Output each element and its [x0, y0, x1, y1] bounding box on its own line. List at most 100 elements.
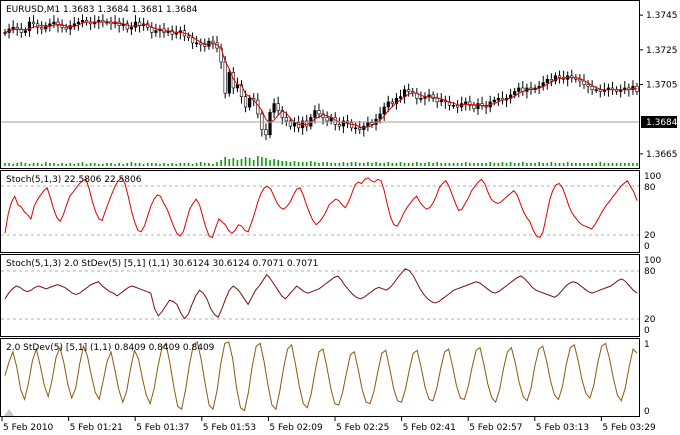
price-tick-label: 1.3745: [646, 11, 678, 21]
candle-body: [354, 127, 358, 130]
candle-body: [590, 85, 594, 91]
candle-body: [223, 61, 227, 94]
candle-body: [105, 21, 109, 24]
candle-body: [496, 98, 500, 101]
time-tick-label: 5 Feb 02:41: [403, 423, 456, 433]
candle-body: [313, 110, 317, 118]
time-tick-label: 5 Feb 02:09: [269, 423, 323, 433]
candle-body: [292, 122, 297, 127]
candle-body: [382, 106, 386, 115]
current-price-label-bg: [641, 116, 677, 128]
stoch2-axis-20: 20: [644, 315, 656, 325]
stdev-line: [4, 341, 638, 412]
candle-body: [72, 23, 76, 26]
candle-body: [386, 101, 390, 108]
time-tick-label: 5 Feb 03:13: [536, 423, 589, 433]
candle-body: [239, 84, 244, 97]
candle-body: [23, 30, 27, 33]
candle-body: [557, 75, 562, 78]
time-tick-label: 5 Feb 2010: [3, 423, 54, 433]
stdev-title: 2.0 StDev(5) [5,1] (1,1) 0.8409 0.8409 0…: [6, 343, 215, 353]
candle-body: [366, 122, 370, 127]
time-tick-label: 5 Feb 03:29: [602, 423, 656, 433]
candle-body: [358, 127, 362, 130]
candle-body: [455, 105, 460, 108]
candle-body: [272, 103, 276, 113]
candle-body: [476, 103, 480, 110]
candle-body: [48, 23, 52, 26]
time-tick-label: 5 Feb 01:53: [203, 423, 256, 433]
candle-body: [52, 21, 56, 25]
candle-body: [378, 113, 382, 120]
stoch-axis-80: 80: [644, 183, 656, 193]
stoch2-axis-100: 100: [644, 256, 661, 266]
volume-bars: [4, 156, 638, 166]
candle-body: [203, 44, 207, 47]
price-tick-label: 1.3725: [646, 46, 678, 56]
price-axis: 1.3745 1.3725 1.3705 1.3665: [639, 11, 678, 160]
main-pane[interactable]: [0, 0, 640, 169]
candle-body: [545, 78, 549, 84]
candle-body: [407, 89, 411, 92]
candle-body: [419, 98, 423, 100]
candle-body: [256, 99, 260, 115]
price-tick-label: 1.3665: [646, 150, 678, 160]
candle-body: [578, 78, 582, 82]
main-title: EURUSD,M1 1.3683 1.3684 1.3681 1.3684: [6, 5, 198, 15]
time-tick-label: 5 Feb 01:21: [70, 423, 123, 433]
stdev-axis-1: 1: [644, 340, 650, 350]
candle-body: [464, 101, 468, 104]
candle-body: [40, 26, 44, 30]
time-axis: 5 Feb 2010 5 Feb 01:21 5 Feb 01:37 5 Feb 01…: [1, 417, 656, 433]
candle-body: [337, 124, 341, 127]
candle-body: [27, 21, 32, 32]
candle-body: [76, 21, 80, 25]
candle-body: [64, 26, 68, 30]
candle-body: [349, 122, 354, 129]
stdev-axis-0: 0: [644, 407, 650, 417]
stoch2-axis-0: 0: [644, 326, 650, 336]
candle-body: [170, 30, 174, 35]
candle-body: [276, 103, 280, 111]
stoch-title: Stoch(5,1,3) 22.5806 22.5806: [6, 175, 142, 185]
candle-body: [211, 40, 215, 44]
stoch-axis-100: 100: [644, 172, 661, 182]
candle-body: [137, 21, 142, 26]
candle-body: [341, 120, 346, 127]
candle-body: [325, 117, 329, 122]
stoch2-axis-80: 80: [644, 267, 656, 277]
candle-body: [190, 37, 195, 44]
price-tick-label: 1.3705: [646, 81, 678, 91]
stoch-stdev-line: [4, 268, 638, 320]
candle-body: [492, 99, 496, 103]
candle-body: [227, 72, 231, 94]
candle-body: [402, 89, 407, 97]
candle-body: [186, 35, 191, 38]
current-price-label: 1.3684: [646, 118, 678, 128]
candle-body: [154, 30, 158, 33]
candle-body: [390, 101, 394, 104]
stoch-stdev-title: Stoch(5,1,3) 2.0 StDev(5) [5,1] (1,1) 30…: [6, 259, 318, 269]
chart-shift-marker[interactable]: [4, 409, 14, 416]
candle-body: [398, 96, 403, 99]
candle-body: [427, 94, 431, 97]
candle-body: [44, 25, 48, 30]
candle-body: [11, 26, 15, 30]
candle-body: [439, 99, 443, 103]
candle-body: [370, 122, 374, 125]
stoch-line: [4, 177, 638, 239]
stoch-stdev-pane[interactable]: [0, 254, 640, 337]
candle-body: [468, 101, 472, 106]
candle-body: [125, 23, 129, 30]
candle-body: [435, 98, 439, 103]
candle-body: [133, 21, 138, 28]
candle-body: [549, 78, 553, 82]
candle-body: [243, 96, 248, 108]
time-tick-label: 5 Feb 02:57: [469, 423, 522, 433]
stoch-axis-0: 0: [644, 242, 650, 252]
time-tick-label: 5 Feb 01:37: [136, 423, 189, 433]
stoch-pane[interactable]: [0, 170, 640, 253]
candle-body: [517, 87, 521, 92]
candle-body: [594, 89, 598, 92]
